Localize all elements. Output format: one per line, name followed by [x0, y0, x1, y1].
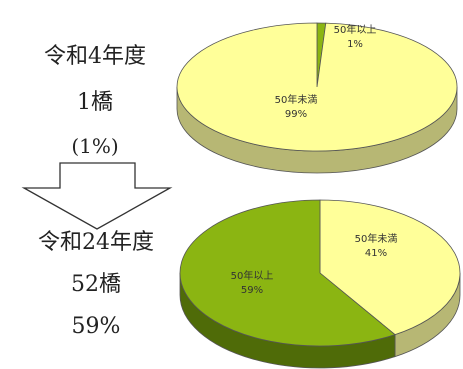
era-text-r24: 令和24年度	[38, 230, 154, 255]
count-text-r4: 1橋	[77, 90, 113, 115]
count-label-r24: 52橋	[12, 274, 180, 296]
pie-slice-2-2	[179, 199, 396, 347]
slice-value-1-2: 99%	[285, 109, 307, 120]
slice-label-2-2: 50年以上	[231, 269, 274, 282]
slice-value-1-1: 1%	[347, 39, 363, 50]
slice-value-2-2: 59%	[241, 285, 263, 296]
count-text-r24: 52橋	[71, 272, 121, 297]
era-text-r4: 令和4年度	[44, 44, 146, 69]
pie-slice-1-2	[176, 22, 458, 152]
pie-layer: 50年以上 1% 50年未満 99% 50年未満 41% 50年以上 59%	[176, 22, 461, 369]
pie-slice-2-1	[319, 199, 461, 336]
slice-label-1-1: 50年以上	[334, 23, 377, 36]
percent-text-r24: 59%	[71, 314, 121, 339]
count-label-r4: 1橋	[20, 92, 170, 114]
percent-label-r4: (1%)	[20, 136, 170, 156]
down-arrow-icon	[21, 162, 173, 230]
slice-label-1-2: 50年未満	[275, 93, 318, 106]
year-label-r4: 令和4年度	[20, 46, 170, 68]
percent-text-r4: (1%)	[71, 134, 119, 158]
pie-chart-2: 50年未満 41% 50年以上 59%	[179, 199, 461, 369]
slice-value-2-1: 41%	[365, 248, 387, 259]
percent-label-r24: 59%	[12, 316, 180, 338]
year-label-r24: 令和24年度	[12, 232, 180, 254]
slice-label-2-1: 50年未満	[355, 232, 398, 245]
pie-chart-1: 50年以上 1% 50年未満 99%	[176, 22, 458, 174]
